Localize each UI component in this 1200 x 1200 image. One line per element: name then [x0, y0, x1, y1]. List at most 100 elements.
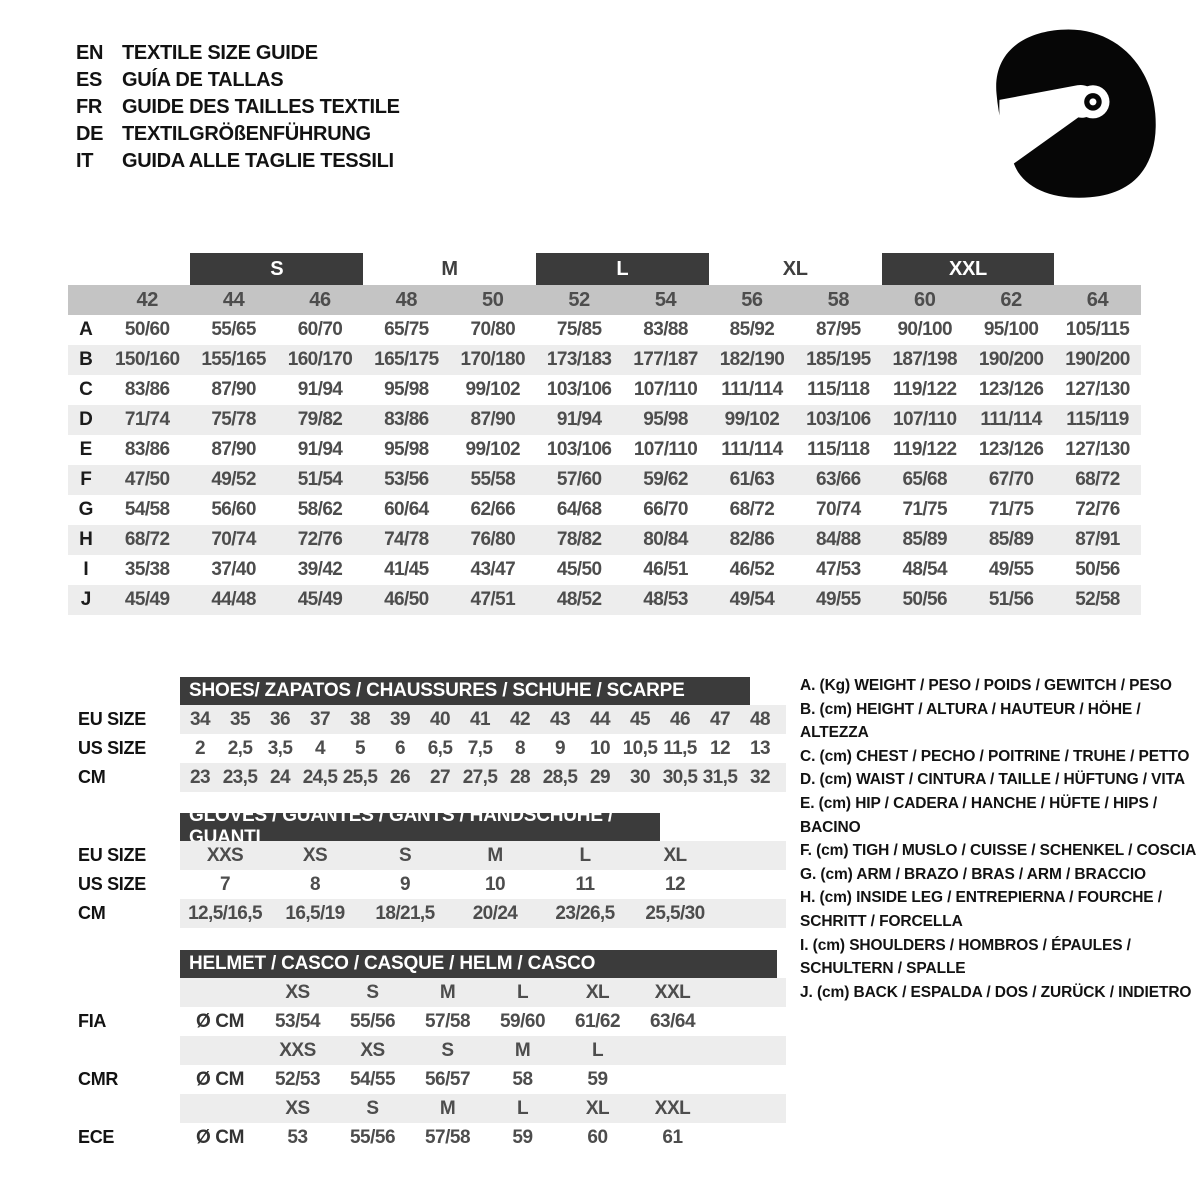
helmet-size-cell: M [514, 1039, 531, 1061]
value-cell: 49/52 [211, 469, 256, 490]
shoe-size-cell: 2,5 [227, 737, 253, 759]
row-label: EU SIZE [78, 709, 146, 729]
size-number-cell: 58 [827, 288, 850, 311]
legend-unit: (Kg) [819, 677, 851, 694]
value-cell: 90/100 [897, 319, 952, 340]
legend-text: TIGH / MUSLO / CUISSE / SCHENKEL / COSCI… [852, 842, 1197, 860]
glove-size-cell: XL [663, 844, 687, 866]
helmet-header-bar: HELMET / CASCO / CASQUE / HELM / CASCO [180, 950, 777, 978]
value-cell: 47/50 [124, 469, 170, 490]
value-cell: 47/51 [470, 589, 516, 610]
value-cell: 78/82 [556, 529, 602, 550]
value-cell: 70/80 [470, 319, 516, 340]
row-label: US SIZE [78, 874, 146, 894]
legend-key: A. [800, 677, 816, 694]
language-title: GUÍA DE TALLAS [122, 69, 284, 91]
value-cell: 43/47 [470, 559, 516, 580]
table-row: F 47/50 49/52 51/54 53/56 55/58 [68, 465, 1141, 495]
standard-label: ECE [78, 1127, 115, 1147]
helmet-value-cell: 57/58 [424, 1126, 471, 1148]
row-key: G [78, 499, 94, 520]
value-cell: 71/75 [988, 499, 1034, 520]
glove-size-cell: 25,5/30 [645, 902, 705, 924]
value-cell: 173/183 [546, 349, 612, 370]
value-cell: 48/54 [902, 559, 947, 580]
helmet-value-cell: 54/55 [349, 1068, 396, 1090]
helmet-size-cell: XS [285, 981, 310, 1003]
size-number-cell: 48 [395, 288, 418, 311]
table-row: B 150/160 155/165 160/170 165/175 170/18… [68, 345, 1141, 375]
row-cells: 83/86 87/90 91/94 95/98 99/102 103/106 [104, 439, 1141, 461]
value-cell: 37/40 [211, 559, 256, 580]
size-group-s: S [190, 253, 364, 285]
row-cells: 23 23,5 24 24,5 25,5 26 27 [180, 763, 786, 792]
table-row: I 35/38 37/40 39/42 41/45 43/47 [68, 555, 1141, 585]
legend-key: G. [800, 865, 817, 883]
table-row: E 83/86 87/90 91/94 95/98 99/102 [68, 435, 1141, 465]
racing-helmet-icon [975, 22, 1170, 207]
value-cell: 127/130 [1065, 379, 1130, 400]
value-cell: 52/58 [1075, 589, 1120, 610]
row-cells: 150/160 155/165 160/170 165/175 170/180 … [104, 349, 1141, 371]
helmet-value-cell [635, 1069, 710, 1091]
value-cell: 127/130 [1065, 439, 1130, 460]
helmet-size-cell: L [516, 981, 529, 1003]
helmet-value-row: CMR Ø CM 52/53 54/55 56/57 [68, 1065, 786, 1094]
helmet-standard-block: XS S M L XL XXL [68, 978, 786, 1036]
helmet-size-cell: M [439, 981, 456, 1003]
row-key: A [79, 319, 93, 340]
row-cells: 35/38 37/40 39/42 41/45 43/47 45/50 46 [104, 559, 1141, 581]
value-cell: 83/88 [643, 319, 688, 340]
row-cells: 71/74 75/78 79/82 83/86 87/90 91/94 95 [104, 409, 1141, 431]
helmet-size-cell: L [591, 1039, 604, 1061]
legend-item: I. (cm) SHOULDERS / HOMBROS / ÉPAULES / … [800, 934, 1200, 981]
shoe-size-cell: 24 [270, 766, 291, 788]
language-title: GUIDE DES TAILLES TEXTILE [122, 96, 400, 118]
helmet-value-cell: 61/62 [574, 1010, 621, 1032]
value-cell: 60/64 [384, 499, 429, 520]
helmet-value-cell: 52/53 [274, 1068, 321, 1090]
value-cell: 59/62 [643, 469, 688, 490]
value-cell: 47/53 [816, 559, 861, 580]
shoe-size-cell: 6 [395, 737, 406, 759]
helmet-value-cell: 61 [662, 1126, 683, 1148]
table-row: H 68/72 70/74 72/76 74/78 76/80 [68, 525, 1141, 555]
standard-label: FIA [78, 1011, 107, 1031]
legend-unit: (cm) [816, 983, 850, 1001]
helmet-value-cell: 63/64 [649, 1010, 696, 1032]
helmet-size-cell: XS [360, 1039, 385, 1061]
helmet-value-cell: 55/56 [349, 1010, 396, 1032]
value-cell: 45/49 [124, 589, 170, 610]
value-cell: 83/86 [124, 379, 170, 400]
legend-unit: (cm) [819, 889, 852, 907]
size-number-cell: 52 [568, 288, 590, 311]
shoes-header-bar: SHOES/ ZAPATOS / CHAUSSURES / SCHUHE / S… [180, 677, 750, 705]
language-code: IT [76, 150, 94, 172]
glove-size-cell: 20/24 [472, 902, 518, 924]
language-row: IT GUIDA ALLE TAGLIE TESSILI [76, 148, 400, 175]
shoe-size-cell: 23 [190, 766, 211, 788]
row-cells: 7 8 9 10 11 12 [180, 870, 786, 899]
gloves-rows: EU SIZE XXS XS S M L [68, 841, 786, 928]
helmet-value-cell: 55/56 [349, 1126, 396, 1148]
helmet-standard-block: XXS XS S M L [68, 1036, 786, 1094]
value-cell: 170/180 [460, 349, 526, 370]
value-cell: 50/56 [1075, 559, 1120, 580]
row-key: C [79, 379, 93, 400]
table-row: CM 23 23,5 24 24,5 25,5 [68, 763, 786, 792]
value-cell: 85/89 [902, 529, 947, 550]
language-row: FR GUIDE DES TAILLES TEXTILE [76, 94, 400, 121]
size-number-cell: 60 [913, 288, 936, 311]
value-cell: 82/86 [729, 529, 775, 550]
helmet-size-cell: XL [585, 981, 610, 1003]
size-number-cell: 56 [741, 288, 763, 311]
row-cells: 83/86 87/90 91/94 95/98 99/102 103/106 [104, 379, 1141, 401]
value-cell: 182/190 [719, 349, 785, 370]
helmet-size-cell: S [366, 1097, 379, 1119]
shoe-size-cell: 30,5 [662, 766, 698, 788]
table-row: G 54/58 56/60 58/62 60/64 62/66 [68, 495, 1141, 525]
helmet-size-row: XXS XS S M L [68, 1036, 786, 1065]
helmet-size-cell: M [439, 1097, 456, 1119]
value-cell: 45/49 [297, 589, 343, 610]
value-cell: 68/72 [124, 529, 170, 550]
